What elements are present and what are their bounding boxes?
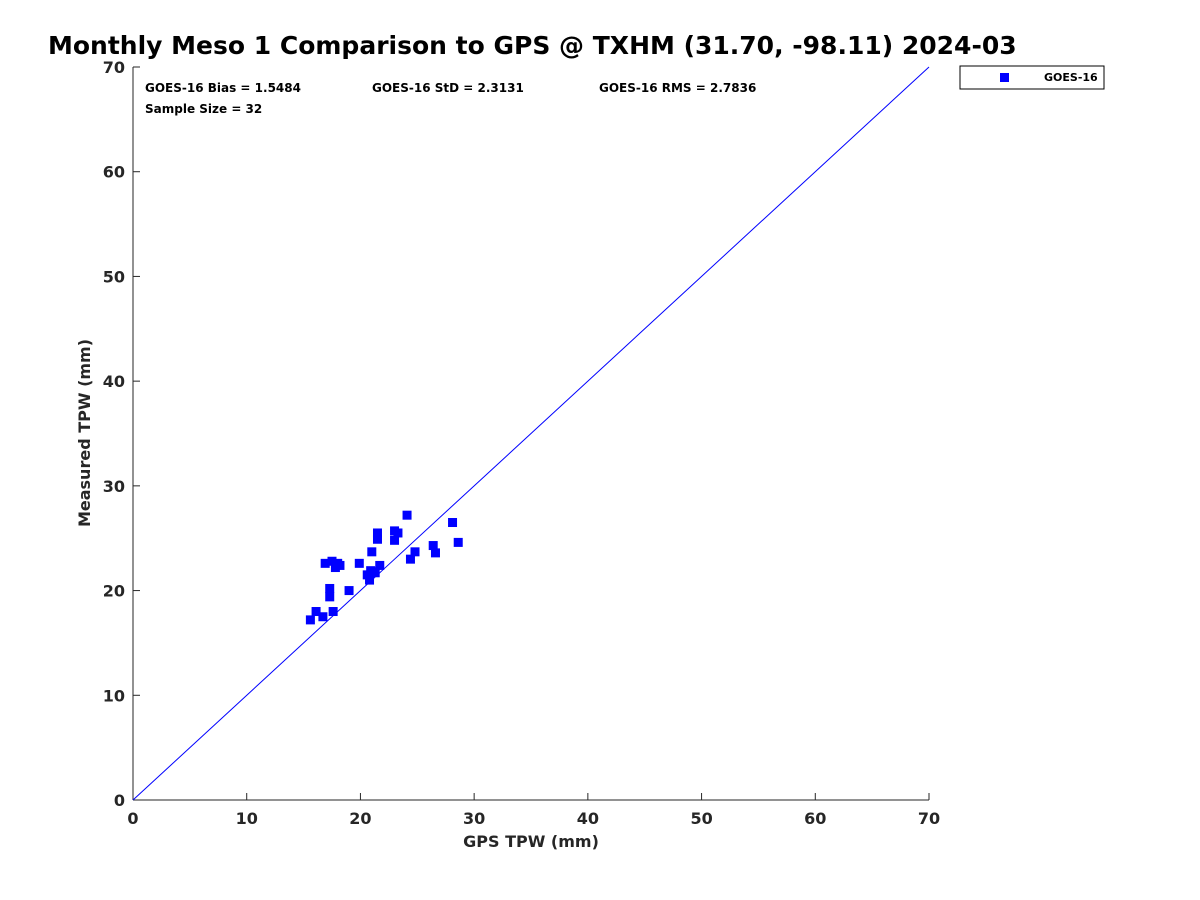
y-tick-label: 10 [103,686,125,705]
data-point [328,607,338,617]
data-point [430,548,440,558]
data-point [318,612,328,622]
data-point [410,547,420,557]
x-tick-label: 40 [577,809,599,828]
data-point [453,537,463,547]
data-point [305,615,315,625]
y-tick-label: 50 [103,267,125,286]
x-axis-label: GPS TPW (mm) [463,832,599,851]
x-tick-label: 60 [804,809,826,828]
y-tick-label: 0 [114,791,125,810]
data-point [325,592,335,602]
data-point [428,541,438,551]
stat-std: GOES-16 StD = 2.3131 [372,81,524,95]
legend-marker [1000,73,1009,82]
data-point [372,528,382,538]
data-point [402,510,412,520]
data-point [325,583,335,593]
data-point [335,560,345,570]
data-point [354,558,364,568]
x-tick-label: 50 [690,809,712,828]
data-point [405,554,415,564]
data-point [372,534,382,544]
legend: GOES-16 [959,65,1105,90]
x-tick-label: 30 [463,809,485,828]
y-tick-label: 30 [103,477,125,496]
legend-label: GOES-16 [1044,71,1098,84]
legend-box [959,65,1105,90]
y-tick-label: 60 [103,163,125,182]
stat-rms: GOES-16 RMS = 2.7836 [599,81,756,95]
stat-bias: GOES-16 Bias = 1.5484 [145,81,301,95]
y-axis-label: Measured TPW (mm) [75,339,94,527]
x-tick-label: 10 [236,809,258,828]
data-points [305,510,463,625]
data-point [393,528,403,538]
x-tick-label: 20 [349,809,371,828]
y-tick-label: 40 [103,372,125,391]
y-tick-label: 70 [103,58,125,77]
reference-line [132,66,930,801]
data-point [365,575,375,585]
data-point [448,518,458,528]
data-point [311,607,321,617]
data-point [390,535,400,545]
chart-title: Monthly Meso 1 Comparison to GPS @ TXHM … [48,31,1017,60]
data-point [327,556,337,566]
data-point [368,567,378,577]
one-to-one-line [132,66,930,801]
x-tick-label: 70 [918,809,940,828]
stat-sample-size: Sample Size = 32 [145,102,262,116]
data-point [367,547,377,557]
plot-axes: 0 10 20 30 40 50 60 70 0 10 20 30 40 50 60 70 [103,58,940,828]
data-point [375,560,385,570]
y-tick-label: 20 [103,582,125,601]
x-tick-label: 0 [127,809,138,828]
data-point [320,558,330,568]
data-point [344,586,354,596]
